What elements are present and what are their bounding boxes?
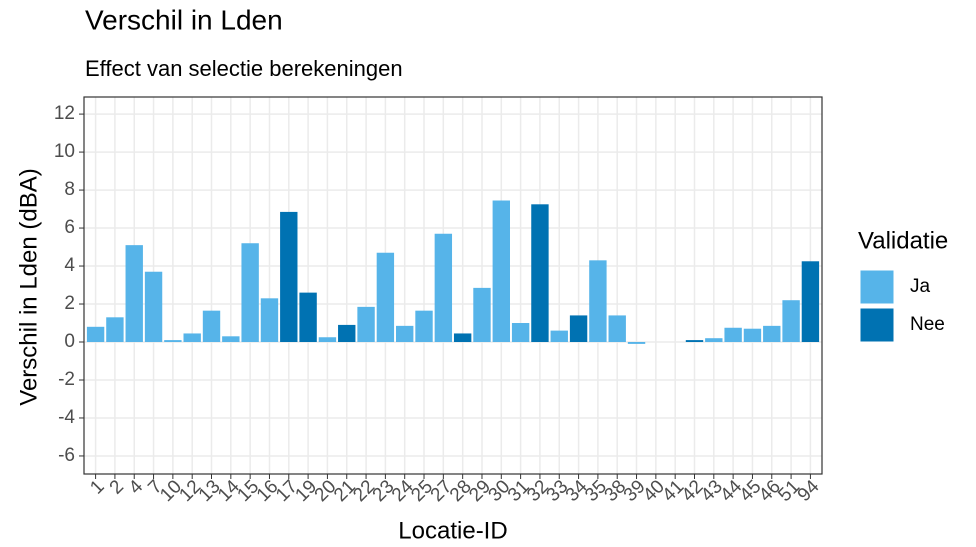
bar bbox=[106, 317, 124, 343]
bar bbox=[801, 261, 820, 343]
bar bbox=[415, 310, 433, 343]
bar bbox=[782, 300, 800, 343]
y-tick-label: 10 bbox=[54, 141, 75, 162]
bar bbox=[608, 315, 626, 343]
bar bbox=[763, 325, 781, 343]
bar bbox=[511, 323, 530, 343]
bar bbox=[86, 326, 105, 343]
y-tick-label: 4 bbox=[64, 255, 75, 276]
bar bbox=[396, 325, 414, 343]
bar bbox=[260, 298, 279, 343]
y-tick-label: 0 bbox=[64, 331, 75, 352]
bar bbox=[434, 233, 453, 343]
chart-subtitle: Effect van selectie berekeningen bbox=[85, 56, 403, 81]
bar bbox=[492, 200, 510, 343]
plot-border bbox=[83, 96, 823, 475]
bar bbox=[144, 271, 163, 343]
bar bbox=[569, 315, 588, 343]
bar bbox=[705, 338, 723, 343]
bar bbox=[241, 243, 259, 343]
bar bbox=[550, 330, 568, 343]
legend-label: Ja bbox=[910, 276, 931, 297]
x-tick-label: 1 bbox=[86, 476, 108, 498]
bar bbox=[685, 340, 704, 343]
y-tick-label: -6 bbox=[58, 445, 75, 466]
bar bbox=[589, 260, 607, 343]
legend-label: Nee bbox=[910, 314, 945, 335]
bar bbox=[280, 211, 298, 343]
y-tick-label: -2 bbox=[58, 369, 75, 390]
y-tick-label: 6 bbox=[64, 217, 75, 238]
bar bbox=[299, 292, 317, 343]
bar bbox=[125, 245, 143, 343]
bar bbox=[183, 333, 201, 343]
y-axis-label: Verschil in Lden (dBA) bbox=[15, 168, 42, 405]
bar bbox=[743, 328, 762, 343]
legend-key bbox=[859, 307, 895, 343]
y-tick-label: 8 bbox=[64, 179, 75, 200]
chart-title: Verschil in Lden bbox=[85, 4, 283, 35]
bar bbox=[222, 336, 240, 343]
bar bbox=[338, 324, 356, 343]
legend-key bbox=[859, 269, 895, 305]
y-tick-label: 2 bbox=[64, 293, 75, 314]
bar bbox=[318, 337, 337, 343]
bar bbox=[164, 340, 182, 343]
bar bbox=[627, 342, 646, 344]
legend-title: Validatie bbox=[858, 227, 948, 254]
bar bbox=[473, 287, 491, 343]
bar bbox=[724, 327, 742, 343]
bar bbox=[202, 310, 221, 343]
x-tick-label: 94 bbox=[794, 476, 824, 506]
bar bbox=[531, 204, 549, 343]
bar bbox=[453, 333, 472, 343]
y-tick-label: 12 bbox=[54, 103, 75, 124]
bar bbox=[357, 306, 375, 343]
bar bbox=[376, 252, 395, 343]
y-tick-label: -4 bbox=[58, 407, 75, 428]
x-tick-label: 4 bbox=[125, 476, 148, 499]
x-axis-label: Locatie-ID bbox=[398, 517, 507, 544]
x-tick-label: 2 bbox=[106, 476, 128, 498]
